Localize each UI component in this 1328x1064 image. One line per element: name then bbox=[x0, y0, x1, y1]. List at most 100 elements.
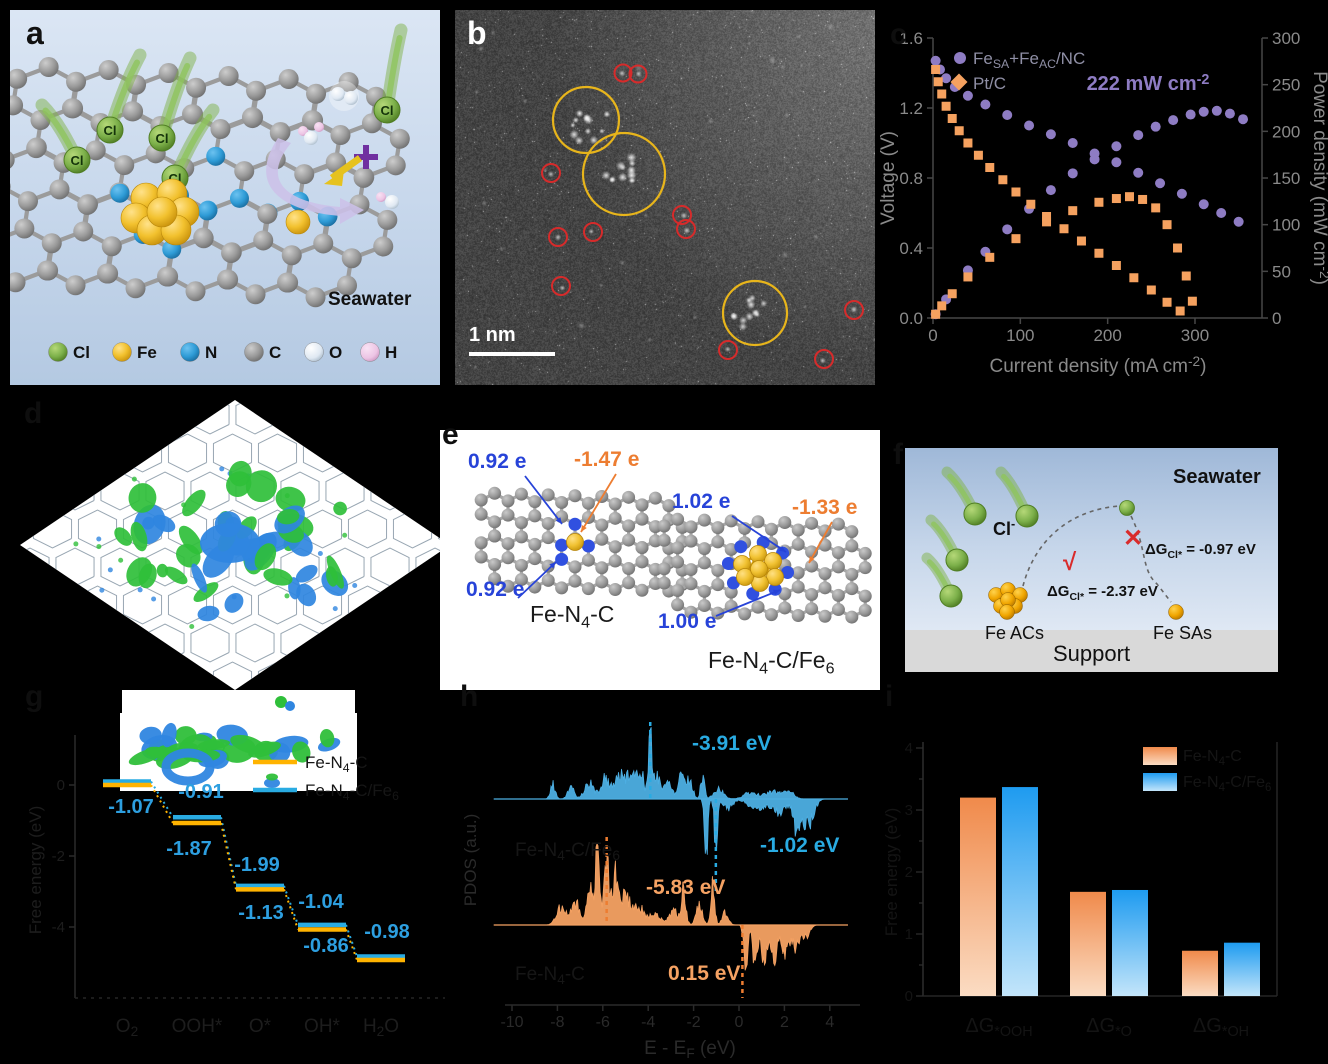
stem-noise-image bbox=[455, 10, 875, 385]
power-series-ptc bbox=[931, 192, 1197, 319]
isosurface-blobs-side bbox=[128, 722, 341, 788]
svg-text:OH*: OH* bbox=[304, 1016, 341, 1037]
h-legend-swatch bbox=[360, 342, 380, 362]
chloride-label: Cl- bbox=[993, 517, 1016, 539]
free-chloride bbox=[1119, 500, 1135, 516]
single-atom-circles bbox=[541, 63, 864, 369]
svg-text:ΔG*OH​: ΔG*OH​ bbox=[1193, 1015, 1249, 1040]
svg-text:300: 300 bbox=[1181, 326, 1209, 345]
svg-text:2: 2 bbox=[905, 864, 913, 881]
inset-molecule-icon bbox=[275, 696, 287, 708]
peak-label: -1.02 eV bbox=[760, 834, 839, 857]
molecule-flake bbox=[657, 512, 872, 624]
nitrogen-atom bbox=[206, 146, 226, 166]
electron-arrow bbox=[329, 155, 363, 181]
steps-fe-n4-c bbox=[103, 782, 405, 963]
svg-text:Pt/C: Pt/C bbox=[973, 74, 1006, 93]
legend-fe-n4-c: Fe-N4​-C bbox=[305, 753, 368, 775]
support-slab bbox=[905, 630, 1278, 672]
fe-cluster bbox=[120, 178, 200, 246]
step-value: -1.87 bbox=[166, 838, 212, 860]
svg-text:100: 100 bbox=[1272, 216, 1300, 235]
path-to-detach bbox=[1022, 505, 1120, 587]
svg-text:0: 0 bbox=[1272, 309, 1281, 328]
model-name-right: Fe-N4-C/Fe6 bbox=[708, 647, 835, 678]
peak-label: 0.15 eV bbox=[668, 962, 740, 985]
svg-text:H2​O: H2​O bbox=[363, 1016, 399, 1039]
trace-name-fe-n4-c: Fe-N4​-C bbox=[515, 964, 585, 987]
peak-power-annotation: 222 mW cm-2​ bbox=[1087, 72, 1210, 95]
reaction-arrow bbox=[266, 138, 364, 224]
svg-text:150: 150 bbox=[1272, 169, 1300, 188]
charge-n-bottom-left: 0.92 e bbox=[466, 578, 525, 601]
trace-name-fe-n4-c-fe6: Fe-N4​-C/Fe6​ bbox=[515, 840, 620, 863]
steps-fe-n4-c-fe6 bbox=[103, 779, 405, 959]
svg-text:-6: -6 bbox=[596, 1014, 610, 1031]
fe-legend-swatch bbox=[112, 342, 132, 362]
fe-cluster-atom bbox=[749, 545, 767, 563]
pdos-trace-fe-n4-c-fe6 bbox=[493, 727, 848, 855]
peak-label: -3.91 eV bbox=[692, 732, 771, 755]
svg-text:-4: -4 bbox=[52, 919, 65, 936]
svg-text:0: 0 bbox=[905, 988, 913, 1005]
panel-label-g: g bbox=[25, 680, 44, 713]
x-axis-label: Current density (mA cm-2​) bbox=[990, 354, 1207, 377]
svg-text:OOH*: OOH* bbox=[172, 1016, 223, 1037]
panel-a-schematic: Cl Cl Cl Cl Cl Cl Fe N C O H a Seawater bbox=[10, 10, 440, 385]
fe-cluster-atom bbox=[766, 568, 784, 586]
pdos-trace-fe-n4-c bbox=[493, 842, 848, 971]
svg-text:0: 0 bbox=[57, 777, 65, 794]
legend-swatch-fe-n4-c bbox=[1143, 747, 1177, 765]
fe-center-atom bbox=[566, 533, 584, 551]
fe-single-atom bbox=[285, 209, 311, 235]
legend-label-fe-n4-c: Fe-N4​-C bbox=[1183, 748, 1242, 768]
panel-label-f: f bbox=[893, 438, 903, 471]
molecular-models bbox=[440, 430, 880, 690]
step-value: -1.13 bbox=[238, 902, 284, 924]
y-axis-label: Free energy (eV) bbox=[885, 808, 901, 937]
o-legend-swatch bbox=[304, 342, 324, 362]
nitrogen-atom bbox=[581, 539, 595, 553]
svg-text:-4: -4 bbox=[641, 1014, 655, 1031]
plus-icon bbox=[354, 145, 378, 169]
svg-text:Cl: Cl bbox=[71, 153, 84, 168]
charge-n-top-right: 1.02 e bbox=[672, 490, 731, 513]
model-name-left: Fe-N4-C bbox=[530, 601, 615, 632]
panel-label-e: e bbox=[442, 418, 459, 451]
left-axis-label: Voltage (V) bbox=[880, 131, 899, 225]
seawater-area bbox=[905, 448, 1278, 630]
panel-f-stability-schematic: Seawater Cl- √ ✕ ΔGCl* = -0.97 eV ΔGCl* … bbox=[893, 438, 1278, 672]
svg-text:250: 250 bbox=[1272, 76, 1300, 95]
panel-label-a: a bbox=[26, 15, 44, 51]
charge-fe-left: -1.47 e bbox=[574, 448, 640, 471]
svg-text:FeSA​+FeAC​/NC: FeSA​+FeAC​/NC bbox=[973, 49, 1085, 71]
stability-illustration bbox=[905, 448, 1278, 672]
nitrogen-atom bbox=[734, 540, 748, 554]
h-legend-label: H bbox=[385, 343, 397, 362]
svg-text:4: 4 bbox=[825, 1014, 834, 1031]
adsorption-bar-chart: 0 1 2 3 4 Free energy (eV) ΔG*OOH​ ΔG*O​ ΔG*OH​ F… bbox=[885, 740, 1278, 1040]
panel-g-free-energy-diagram: 0 -2 -4 Free energy (eV) O2​ OOH* O* OH* H2​O -1.… bbox=[25, 680, 455, 1064]
c-legend-label: C bbox=[269, 343, 281, 362]
n-legend-label: N bbox=[205, 343, 217, 362]
step-value: -1.04 bbox=[298, 891, 344, 913]
small-molecules bbox=[298, 81, 399, 209]
chart-legend: FeSA​+FeAC​/NC Pt/C bbox=[950, 49, 1085, 93]
svg-text:1.6: 1.6 bbox=[899, 29, 923, 48]
svg-text:100: 100 bbox=[1006, 326, 1034, 345]
scale-bar bbox=[469, 352, 555, 356]
step-value: -0.91 bbox=[178, 781, 224, 803]
charge-fe-right: -1.33 e bbox=[792, 496, 858, 519]
svg-text:2: 2 bbox=[780, 1014, 789, 1031]
svg-text:0: 0 bbox=[735, 1014, 744, 1031]
bar-fe-n4-c-fe6 bbox=[1112, 889, 1148, 996]
step-value: -1.99 bbox=[234, 854, 280, 876]
fe-sas-label: Fe SAs bbox=[1153, 623, 1213, 643]
free-energy-chart: 0 -2 -4 Free energy (eV) O2​ OOH* O* OH* H2​O -1.… bbox=[26, 690, 445, 1039]
legend-label-fe-n4-c-fe6: Fe-N4​-C/Fe6​ bbox=[1183, 774, 1271, 794]
nitrogen-atom bbox=[197, 201, 217, 221]
step-value: -0.86 bbox=[303, 935, 349, 957]
svg-text:50: 50 bbox=[1272, 262, 1291, 281]
